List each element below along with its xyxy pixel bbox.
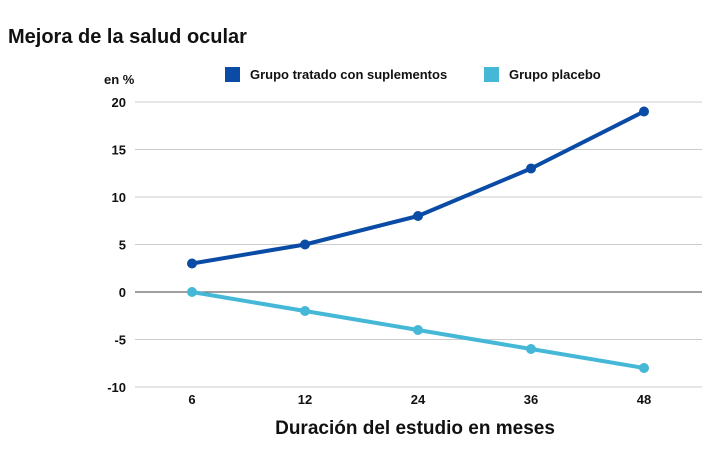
- x-tick-label: 6: [188, 392, 195, 407]
- legend-label: Grupo placebo: [509, 67, 601, 82]
- x-tick-label: 12: [298, 392, 312, 407]
- y-tick-label: -5: [114, 333, 126, 348]
- y-tick-label: 15: [112, 143, 126, 158]
- legend-swatch: [225, 67, 240, 82]
- series-line: [190, 109, 646, 266]
- y-axis-unit-label: en %: [104, 72, 135, 87]
- y-tick-label: 0: [119, 285, 126, 300]
- data-point: [413, 211, 423, 221]
- data-point: [526, 344, 536, 354]
- x-axis-ticks: 6 12 24 36 48: [188, 392, 651, 407]
- legend: Grupo tratado con suplementos Grupo place…: [225, 67, 601, 82]
- data-point: [300, 306, 310, 316]
- gridlines: [135, 101, 702, 388]
- data-point: [413, 325, 423, 335]
- y-tick-label: -10: [107, 380, 126, 395]
- data-point: [187, 287, 197, 297]
- x-axis-label: Duración del estudio en meses: [275, 418, 555, 439]
- chart-title: Mejora de la salud ocular: [8, 26, 247, 48]
- x-tick-label: 48: [637, 392, 651, 407]
- x-tick-label: 36: [524, 392, 538, 407]
- y-axis-ticks: 20 15 10 5 0 -5 -10: [107, 95, 126, 395]
- x-tick-label: 24: [411, 392, 426, 407]
- y-tick-label: 10: [112, 190, 126, 205]
- data-point: [639, 363, 649, 373]
- legend-swatch: [484, 67, 499, 82]
- data-point: [526, 163, 536, 174]
- data-point: [300, 239, 310, 250]
- legend-label: Grupo tratado con suplementos: [250, 67, 447, 82]
- y-tick-label: 20: [112, 95, 126, 110]
- series-group: [187, 106, 649, 373]
- data-point: [639, 106, 649, 117]
- y-tick-label: 5: [119, 238, 126, 253]
- data-point: [187, 258, 197, 269]
